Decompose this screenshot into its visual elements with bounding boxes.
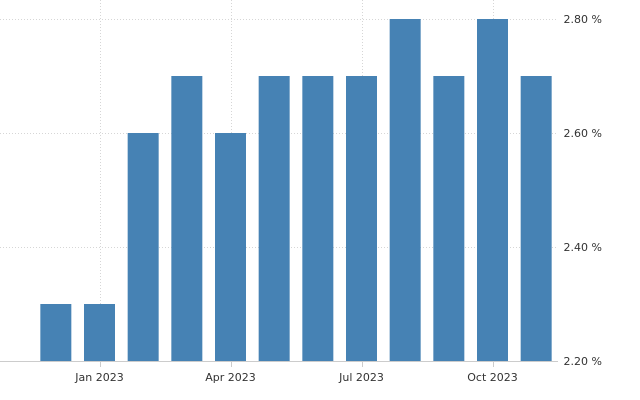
y-tick-label: 2.60 % [564, 127, 602, 140]
y-tick-label: 2.80 % [564, 13, 602, 26]
bar-2023-06 [302, 76, 334, 361]
bar-2023-04 [215, 133, 246, 361]
y-axis-ticks: 2.20 % 2.40 % 2.60 % 2.80 % [564, 13, 602, 368]
bar-2023-01 [84, 304, 115, 361]
y-tick-label: 2.40 % [564, 241, 602, 254]
x-tick-label: Jan 2023 [74, 371, 123, 384]
bar-2023-08 [389, 19, 421, 361]
bar-2023-10 [477, 19, 508, 361]
x-tick-label: Oct 2023 [467, 371, 518, 384]
x-tick-label: Jul 2023 [338, 371, 384, 384]
bar-2023-11 [520, 76, 552, 361]
bar-2023-09 [433, 76, 465, 361]
bar-2022-12 [40, 304, 72, 361]
x-axis-ticks: Jan 2023 Apr 2023 Jul 2023 Oct 2023 [74, 371, 517, 384]
bar-2023-02 [127, 133, 159, 361]
y-tick-label: 2.20 % [564, 355, 602, 368]
bar-2023-05 [258, 76, 290, 361]
bar-2023-07 [346, 76, 377, 361]
x-tick-label: Apr 2023 [205, 371, 256, 384]
bars [40, 19, 552, 361]
bar-2023-03 [171, 76, 203, 361]
